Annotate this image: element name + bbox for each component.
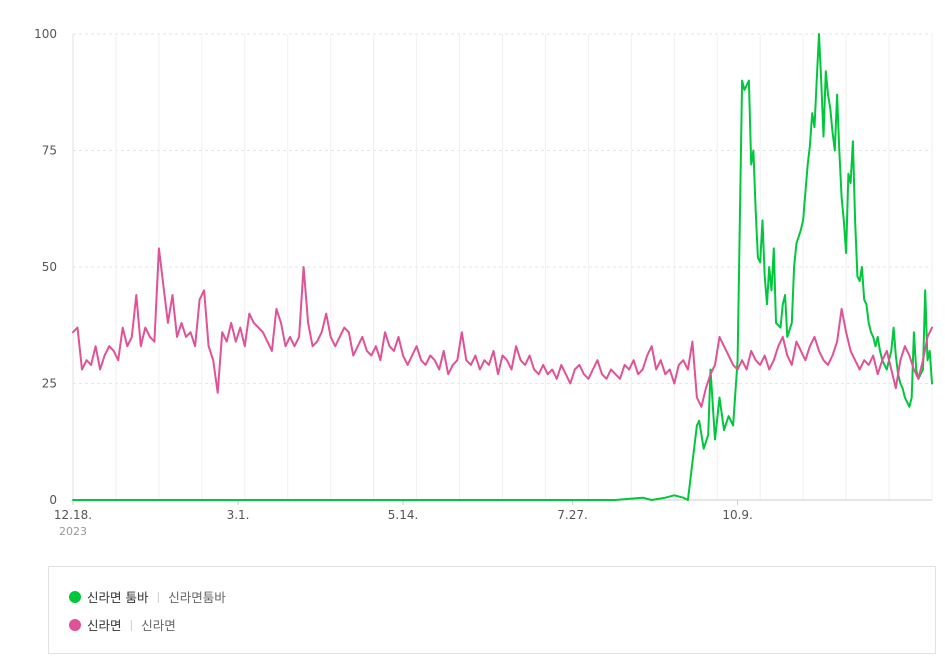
series-line-1 [72, 33, 933, 501]
legend-series-name: 신라면 툼바 [87, 590, 149, 605]
x-year-label: 2023 [59, 525, 87, 538]
y-tick-label: 75 [42, 144, 57, 158]
x-tick-label: 7.27. [557, 508, 588, 522]
x-tick-label: 3.1. [227, 508, 250, 522]
y-tick-label: 0 [49, 493, 57, 507]
line-chart: 0 25 50 75 100 12.18. 3.1. 5.14. 7.27. 10.9. 2023 [34, 27, 933, 538]
x-tick-label: 5.14. [388, 508, 419, 522]
y-tick-label: 50 [42, 260, 57, 274]
y-tick-label: 25 [42, 377, 57, 391]
legend-item-series-2[interactable]: 신라면 | 신라면 [69, 615, 176, 634]
series-line-2 [72, 247, 933, 408]
legend-separator: | [129, 618, 134, 631]
legend-series-name: 신라면 [87, 618, 122, 633]
legend-dot-series-2 [69, 618, 81, 631]
legend-series-keywords: 신라면 [141, 618, 176, 633]
x-tick-label: 10.9. [722, 508, 753, 522]
legend-dot-series-1 [69, 590, 81, 603]
x-tick-label: 12.18. [54, 508, 92, 522]
legend-separator: | [156, 590, 161, 603]
y-axis: 0 25 50 75 100 [34, 27, 74, 507]
legend-item-series-1[interactable]: 신라면 툼바 | 신라면툼바 [69, 587, 226, 606]
y-tick-label: 100 [34, 27, 57, 41]
chart-grid [73, 33, 933, 500]
chart-legend: 신라면 툼바 | 신라면툼바 신라면 | 신라면 [48, 566, 936, 654]
x-axis: 12.18. 3.1. 5.14. 7.27. 10.9. 2023 [54, 499, 932, 538]
chart-series [72, 33, 933, 501]
legend-series-keywords: 신라면툼바 [168, 590, 226, 605]
